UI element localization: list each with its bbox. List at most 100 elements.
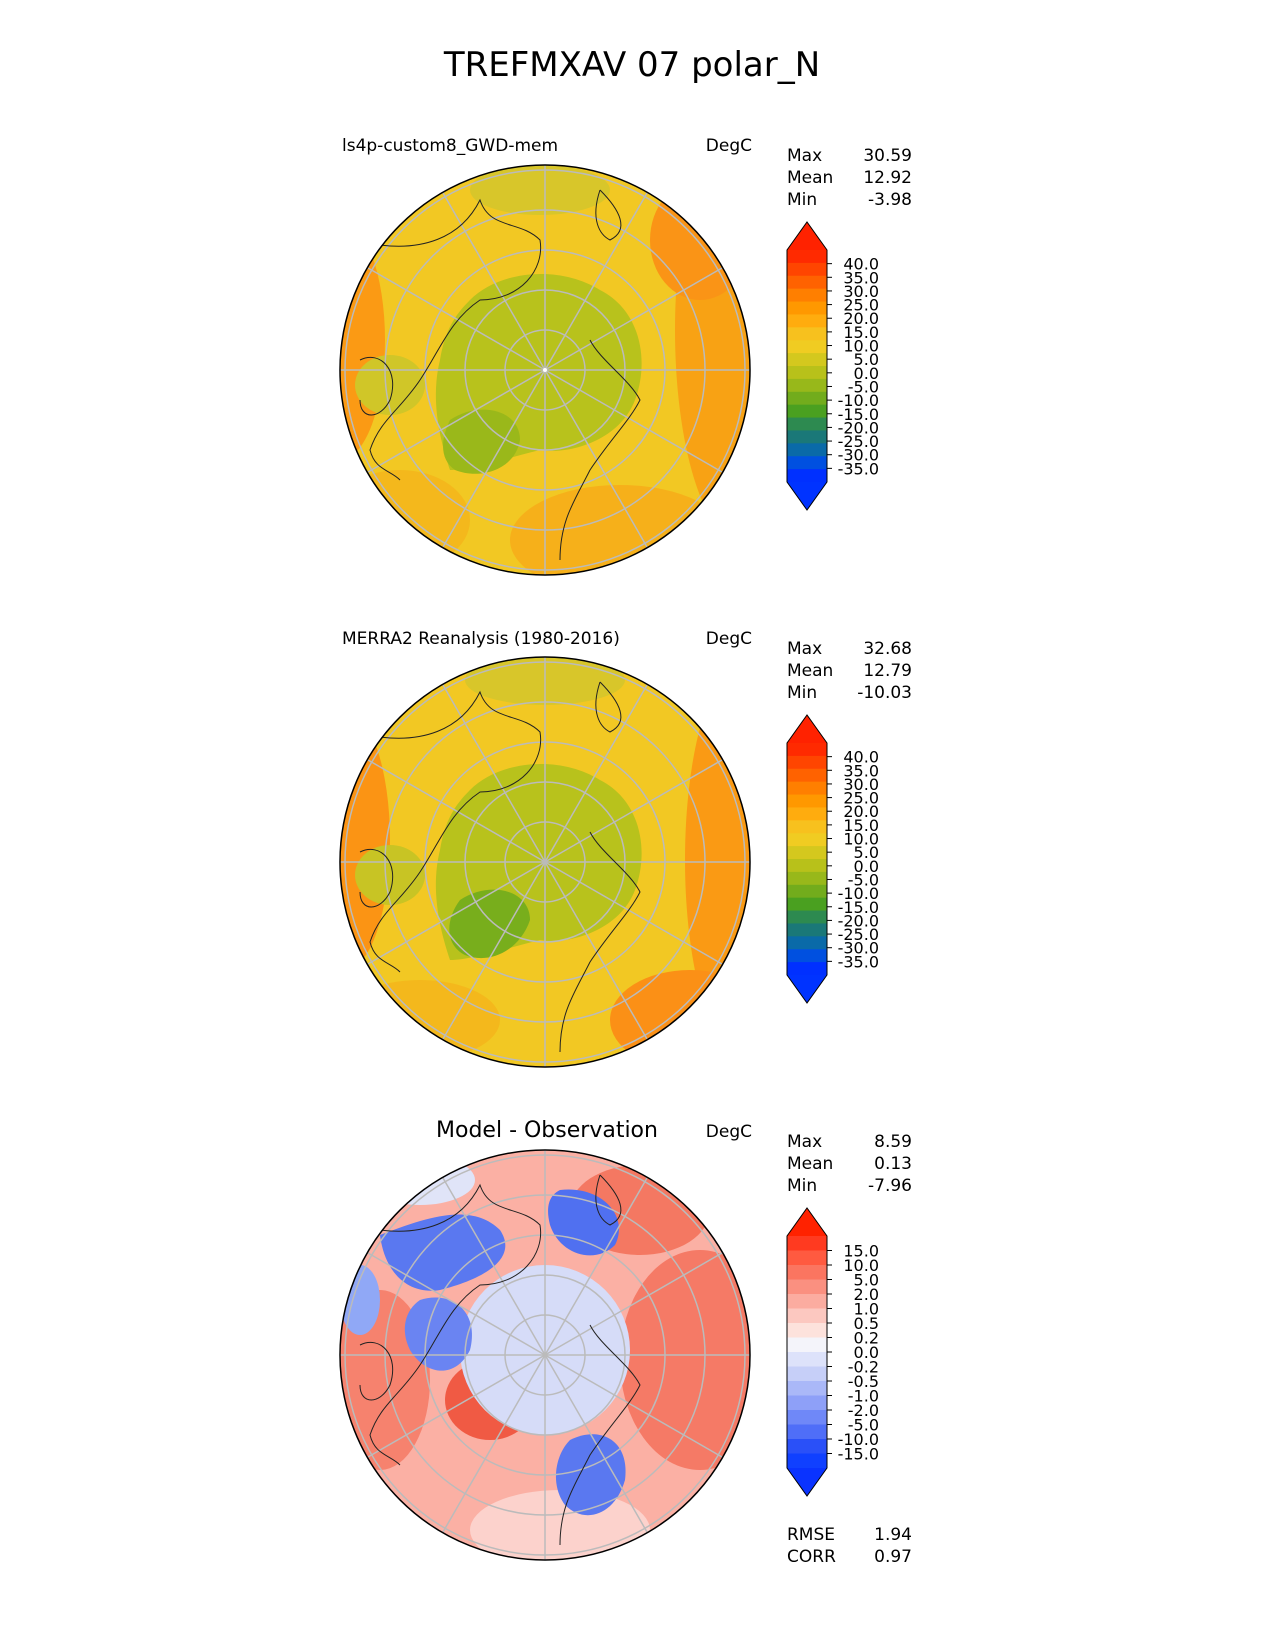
stat-label-min: Min bbox=[787, 190, 817, 210]
diff-colorbar-swatch bbox=[787, 1410, 827, 1425]
obs-colorbar-swatch bbox=[787, 807, 827, 821]
obs-colorbar-swatch bbox=[787, 936, 827, 950]
rmse-label: RMSE bbox=[787, 1525, 835, 1545]
model-colorbar-tick-label: -15.0 bbox=[838, 405, 879, 424]
diff-colorbar-swatch bbox=[787, 1381, 827, 1396]
model-colorbar-swatch bbox=[787, 250, 827, 264]
diff-colorbar-tick-label: -2.0 bbox=[848, 1401, 879, 1420]
obs-colorbar-tick-label: 20.0 bbox=[843, 802, 879, 821]
panel-diff-mean: 0.13 bbox=[874, 1154, 912, 1174]
diff-colorbar-swatch bbox=[787, 1395, 827, 1411]
obs-colorbar-swatch bbox=[787, 962, 827, 976]
panel-obs: MERRA2 Reanalysis (1980-2016) DegC bbox=[339, 629, 912, 1068]
stat-label-min: Min bbox=[787, 1176, 817, 1196]
obs-colorbar-tick-label: 40.0 bbox=[843, 748, 879, 767]
panel-obs-colorbar: 40.035.030.025.020.015.010.05.00.0-5.0-1… bbox=[786, 714, 879, 1004]
obs-colorbar-tick-label: -10.0 bbox=[838, 884, 879, 903]
panel-diff-colorbar: 15.010.05.02.01.00.50.20.0-0.2-0.5-1.0-2… bbox=[786, 1207, 879, 1497]
obs-colorbar-tick-label: -25.0 bbox=[838, 925, 879, 944]
panel-model-max: 30.59 bbox=[863, 146, 912, 166]
model-colorbar-tick-label: -35.0 bbox=[838, 459, 879, 478]
model-colorbar-outline bbox=[786, 221, 828, 511]
panel-model-mean: 12.92 bbox=[863, 168, 912, 188]
model-colorbar-swatch bbox=[787, 404, 827, 419]
model-colorbar-swatch bbox=[787, 378, 827, 393]
model-colorbar-tick-label: -30.0 bbox=[838, 446, 879, 465]
diff-colorbar-tick-label: 0.5 bbox=[854, 1314, 879, 1333]
obs-colorbar-swatch bbox=[787, 755, 827, 770]
model-colorbar-tick-label: 5.0 bbox=[854, 350, 879, 369]
figure-title: TREFMXAV 07 polar_N bbox=[443, 45, 820, 85]
model-colorbar-tick-label: 15.0 bbox=[843, 323, 879, 342]
diff-colorbar-swatch bbox=[787, 1294, 827, 1309]
model-colorbar-tick-label: -25.0 bbox=[838, 432, 879, 451]
obs-colorbar-swatch bbox=[787, 846, 827, 860]
model-colorbar-swatch bbox=[787, 417, 827, 431]
model-colorbar-tick-label: 10.0 bbox=[843, 337, 879, 356]
corr-label: CORR bbox=[787, 1547, 836, 1567]
model-colorbar-swatch bbox=[787, 366, 827, 380]
diff-colorbar-tick-label: -5.0 bbox=[848, 1416, 879, 1435]
obs-colorbar-swatch bbox=[787, 859, 827, 873]
diff-colorbar-swatch bbox=[787, 1236, 827, 1251]
diff-colorbar-tick-label: 0.2 bbox=[854, 1329, 879, 1348]
obs-colorbar-tick-label: -30.0 bbox=[838, 939, 879, 958]
obs-colorbar-swatch bbox=[787, 871, 827, 886]
panel-obs-map bbox=[340, 657, 750, 1067]
diff-colorbar-swatch bbox=[787, 1337, 827, 1353]
obs-colorbar-swatch bbox=[787, 833, 827, 847]
diff-colorbar-swatch bbox=[787, 1453, 827, 1469]
obs-colorbar-tick-label: 5.0 bbox=[854, 843, 879, 862]
corr-value: 0.97 bbox=[874, 1547, 912, 1567]
obs-colorbar-swatch bbox=[787, 768, 827, 783]
diff-colorbar-outline bbox=[786, 1207, 828, 1497]
model-colorbar-tick-label: 35.0 bbox=[843, 268, 879, 287]
model-colorbar-tick-label: -20.0 bbox=[838, 418, 879, 437]
diff-colorbar-swatch bbox=[787, 1439, 827, 1454]
obs-colorbar-tick-label: -15.0 bbox=[838, 898, 879, 917]
model-colorbar-tick-label: -10.0 bbox=[838, 391, 879, 410]
panel-diff-label: Model - Observation bbox=[436, 1118, 658, 1143]
obs-colorbar-tick-label: 10.0 bbox=[843, 830, 879, 849]
diff-colorbar-tick-label: -10.0 bbox=[838, 1430, 879, 1449]
diff-colorbar-tick-label: 2.0 bbox=[854, 1285, 879, 1304]
panel-diff-map bbox=[340, 1150, 750, 1560]
panel-obs-min: -10.03 bbox=[857, 683, 912, 703]
panel-model-colorbar: 40.035.030.025.020.015.010.05.00.0-5.0-1… bbox=[786, 221, 879, 511]
stat-label-max: Max bbox=[787, 1132, 822, 1152]
stat-label-mean: Mean bbox=[787, 168, 833, 188]
obs-colorbar-extend-max bbox=[787, 715, 827, 743]
diff-colorbar-swatch bbox=[787, 1308, 827, 1324]
panel-obs-units: DegC bbox=[706, 629, 752, 649]
diff-colorbar-tick-label: -15.0 bbox=[838, 1445, 879, 1464]
obs-colorbar-tick-label: 35.0 bbox=[843, 761, 879, 780]
diff-colorbar-swatch bbox=[787, 1279, 827, 1295]
stat-label-mean: Mean bbox=[787, 661, 833, 681]
diff-colorbar-swatch bbox=[787, 1366, 827, 1382]
diff-colorbar-swatch bbox=[787, 1323, 827, 1338]
panel-model-map bbox=[340, 165, 750, 575]
panel-diff-min: -7.96 bbox=[868, 1176, 912, 1196]
panel-diff: Model - Observation DegC bbox=[339, 1118, 912, 1567]
obs-colorbar-extend-min bbox=[787, 975, 827, 1003]
panel-model-min: -3.98 bbox=[868, 190, 912, 210]
model-colorbar-swatch bbox=[787, 314, 827, 328]
panel-model-boundary bbox=[339, 164, 751, 576]
diff-colorbar-tick-label: 0.0 bbox=[854, 1343, 879, 1362]
obs-colorbar-swatch bbox=[787, 923, 827, 937]
stat-label-max: Max bbox=[787, 146, 822, 166]
obs-colorbar-tick-label: 15.0 bbox=[843, 816, 879, 835]
model-colorbar-swatch bbox=[787, 288, 827, 303]
obs-colorbar-tick-label: -5.0 bbox=[848, 870, 879, 889]
model-colorbar-tick-label: 25.0 bbox=[843, 296, 879, 315]
panel-obs-label: MERRA2 Reanalysis (1980-2016) bbox=[342, 629, 620, 649]
model-colorbar-tick-label: 20.0 bbox=[843, 309, 879, 328]
diff-colorbar-tick-label: 15.0 bbox=[843, 1242, 879, 1261]
panel-model: ls4p-custom8_GWD-mem DegC bbox=[339, 136, 912, 576]
model-colorbar-swatch bbox=[787, 340, 827, 354]
model-colorbar-swatch bbox=[787, 443, 827, 457]
obs-colorbar-tick-label: 0.0 bbox=[854, 857, 879, 876]
model-colorbar-tick-label: 0.0 bbox=[854, 364, 879, 383]
obs-colorbar-swatch bbox=[787, 794, 827, 808]
